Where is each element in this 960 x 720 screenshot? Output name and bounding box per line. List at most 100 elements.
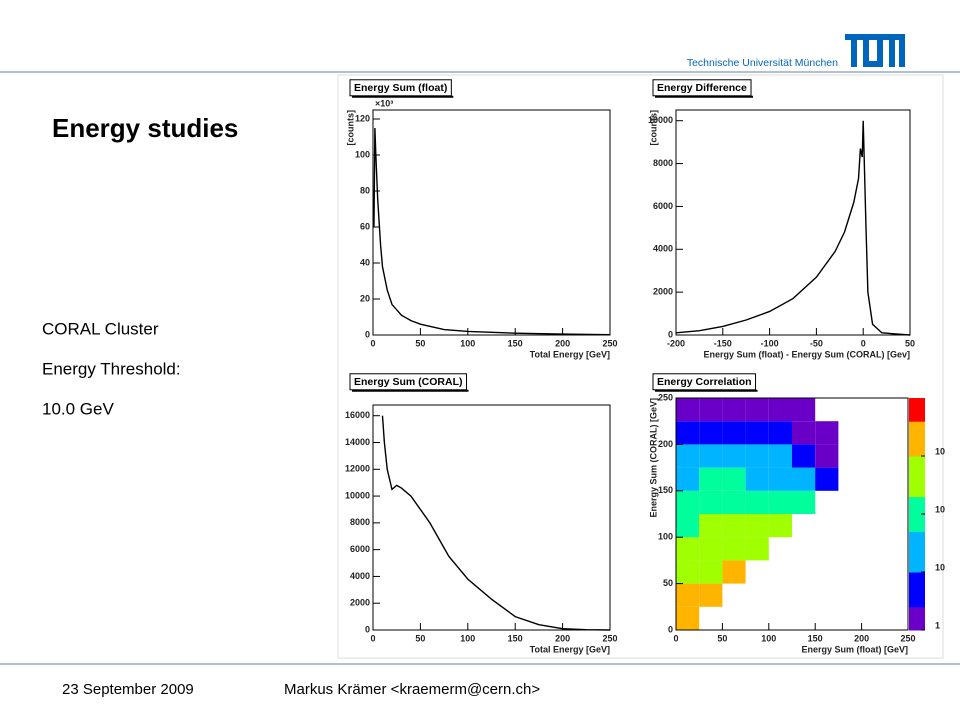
y-axis-label: [counts] (648, 110, 658, 146)
heat-cell (722, 467, 746, 491)
x-tick-label: 150 (508, 633, 523, 643)
heat-cell (676, 514, 700, 538)
heat-cell (699, 560, 723, 584)
heat-cell (676, 606, 700, 630)
heat-cell (676, 560, 700, 584)
x-tick-label: 0 (673, 633, 678, 643)
heat-cell (722, 560, 746, 584)
colorbar-step (909, 566, 925, 573)
colorbar-step (909, 461, 925, 469)
colorbar-label: 1 (935, 620, 940, 630)
heat-cell (676, 583, 700, 607)
x-tick-label: 200 (555, 633, 570, 643)
colorbar-step (909, 403, 925, 411)
colorbar-step (909, 508, 925, 515)
colorbar-step (909, 612, 925, 619)
y-tick-label: 4000 (350, 571, 370, 581)
colorbar-step (909, 444, 925, 451)
colorbar-step (909, 519, 925, 527)
plot-frame (372, 404, 611, 631)
y-tick-label: 150 (658, 485, 673, 495)
plot-frame (675, 397, 909, 631)
heat-cell (676, 537, 700, 561)
heat-cell (699, 467, 723, 491)
colorbar-step (909, 415, 925, 422)
x-tick-label: -100 (761, 338, 779, 348)
x-axis-label: Energy Sum (float) [GeV] (801, 644, 908, 654)
x-tick-label: -50 (810, 338, 823, 348)
y-tick-label: 16000 (345, 410, 370, 420)
plot-frame (372, 109, 611, 336)
x-tick-label: 150 (808, 633, 823, 643)
heat-cell (815, 421, 839, 445)
body-line: CORAL Cluster (42, 319, 159, 338)
y-tick-label: 10000 (648, 115, 673, 125)
y-tick-label: 10000 (345, 490, 370, 500)
heat-cell (815, 444, 839, 468)
plot-title: Energy Sum (float) (354, 82, 447, 94)
x-tick-label: 50 (415, 633, 425, 643)
heat-cell (699, 398, 723, 422)
footer-date: 23 September 2009 (62, 681, 194, 698)
x-axis-label: Total Energy [GeV] (530, 644, 610, 654)
colorbar-step (909, 427, 925, 434)
histogram-line (381, 415, 611, 631)
y-tick-label: 8000 (653, 158, 673, 168)
heat-cell (745, 537, 769, 561)
x-tick-label: -150 (714, 338, 732, 348)
heat-cell (792, 490, 816, 514)
colorbar-step (909, 485, 925, 492)
x-axis-label: Total Energy [GeV] (530, 349, 610, 359)
colorbar-step (909, 496, 925, 503)
colorbar-step (909, 438, 925, 445)
figure-frame (337, 74, 944, 659)
heat-cell (768, 398, 792, 422)
colorbar-step (909, 618, 925, 625)
colorbar-step (909, 548, 925, 556)
heat-cell (768, 490, 792, 514)
colorbar-step (909, 601, 925, 608)
colorbar-step (909, 432, 925, 440)
heat-cell (722, 444, 746, 468)
heat-cell (792, 421, 816, 445)
colorbar-label: 10 (935, 562, 945, 572)
colorbar-step (909, 409, 925, 416)
x-tick-label: 200 (854, 633, 869, 643)
x-tick-label: 100 (460, 338, 475, 348)
colorbar-step (909, 502, 925, 509)
y-tick-label: 100 (355, 149, 370, 159)
y-tick-label: 40 (360, 257, 370, 267)
colorbar-step (909, 572, 925, 579)
x-tick-label: 100 (761, 633, 776, 643)
heat-cell (699, 514, 723, 538)
colorbar-step (909, 467, 925, 474)
heat-cell (745, 421, 769, 445)
colorbar-step (909, 479, 925, 486)
y-tick-label: 14000 (345, 437, 370, 447)
x-tick-label: 50 (415, 338, 425, 348)
x-tick-label: 100 (460, 633, 475, 643)
x-tick-label: 150 (508, 338, 523, 348)
x-tick-label: -200 (667, 338, 685, 348)
y-tick-label: 6000 (653, 201, 673, 211)
slide-title: Energy studies (52, 113, 238, 143)
y-tick-label: 60 (360, 221, 370, 231)
heat-cell (792, 467, 816, 491)
colorbar-step (909, 525, 925, 532)
heat-cell (722, 490, 746, 514)
heat-cell (745, 398, 769, 422)
body-line: Energy Threshold: (42, 359, 181, 378)
x-tick-label: 0 (370, 633, 375, 643)
colorbar-step (909, 456, 925, 463)
y-tick-label: 120 (355, 113, 370, 123)
heat-cell (745, 467, 769, 491)
colorbar-step (909, 421, 925, 428)
plots: Energy Sum (float)0 50 100 150 200 2500204060… (345, 79, 945, 654)
colorbar-step (909, 531, 925, 538)
heat-cell (792, 444, 816, 468)
colorbar-step (909, 577, 925, 585)
x-tick-label: 50 (905, 338, 915, 348)
x-tick-label: 0 (370, 338, 375, 348)
plot-title: Energy Correlation (657, 376, 752, 388)
